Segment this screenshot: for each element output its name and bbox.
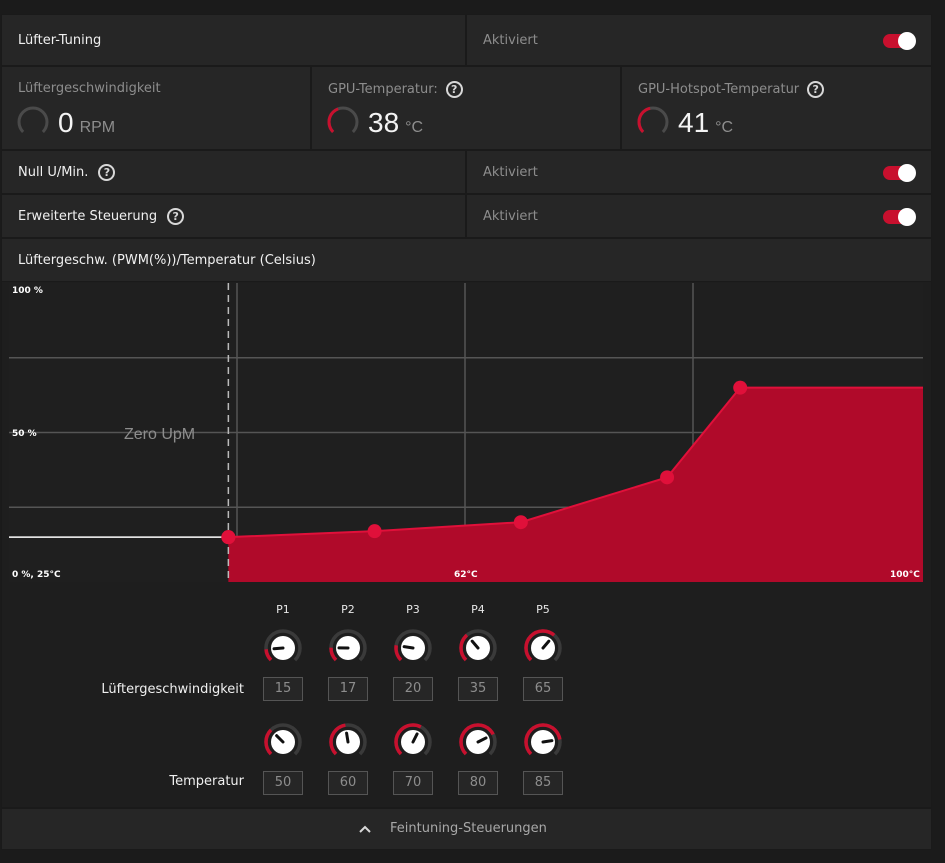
hotspot-temp-panel: GPU-Hotspot-Temperatur? 41 °C <box>621 66 932 150</box>
chart-header-bar: Lüftergeschw. (PWM(%))/Temperatur (Celsi… <box>1 238 932 282</box>
curve-point-1[interactable] <box>221 530 236 545</box>
chart-title-text: Lüftergeschw. (PWM(%))/Temperatur (Celsi… <box>18 253 316 268</box>
gpu-temp-panel: GPU-Temperatur:? 38 °C <box>311 66 621 150</box>
fan-speed-gauge-icon <box>17 106 49 138</box>
curve-point-4[interactable] <box>660 470 675 485</box>
help-icon[interactable]: ? <box>807 81 825 98</box>
toggle-knob <box>898 164 916 182</box>
temperature-knob[interactable] <box>458 722 498 762</box>
zero-rpm-toggle[interactable] <box>883 164 916 182</box>
y-tick-mid: 50 % <box>12 429 37 439</box>
help-icon[interactable]: ? <box>167 208 185 225</box>
fan-speed-knob[interactable] <box>523 628 563 668</box>
gpu-temp-gauge-icon <box>327 106 359 138</box>
point-label: P2 <box>341 603 355 616</box>
gpu-temp-value: 38 °C <box>368 107 424 138</box>
temperature-knob[interactable] <box>523 722 563 762</box>
fan-speed-knob[interactable] <box>263 628 303 668</box>
fan-curve-line <box>228 386 923 539</box>
toggle-knob <box>898 32 916 50</box>
zero-rpm-row: Null U/Min.? <box>1 150 466 194</box>
fan-tuning-label: Lüfter-Tuning <box>18 33 102 48</box>
help-icon[interactable]: ? <box>98 164 116 181</box>
zero-rpm-label: Null U/Min.? <box>18 164 116 181</box>
toggle-knob <box>898 208 916 226</box>
temperature-input[interactable]: 70 <box>393 771 433 795</box>
gpu-temp-label: GPU-Temperatur:? <box>328 81 463 98</box>
fan-tuning-toggle[interactable] <box>883 32 916 50</box>
advanced-status: Aktiviert <box>483 209 538 224</box>
fan-tuning-status: Aktiviert <box>483 33 538 48</box>
x-tick-mid: 62°C <box>454 570 478 580</box>
temperature-knob[interactable] <box>328 722 368 762</box>
fan-tuning-row: Lüfter-Tuning <box>1 14 466 66</box>
fan-speed-panel: Lüftergeschwindigkeit 0 RPM <box>1 66 311 150</box>
x-tick-origin: 0 %, 25°C <box>12 570 61 580</box>
fan-curve-area <box>228 387 923 582</box>
fan-speed-knob[interactable] <box>328 628 368 668</box>
fan-speed-input[interactable]: 35 <box>458 677 498 701</box>
fan-curve-chart[interactable] <box>9 283 923 582</box>
chevron-up-icon <box>359 825 371 833</box>
temperature-knob[interactable] <box>393 722 433 762</box>
fan-speed-label: Lüftergeschwindigkeit <box>18 81 161 96</box>
temperature-input[interactable]: 85 <box>523 771 563 795</box>
temperature-input[interactable]: 60 <box>328 771 368 795</box>
point-label: P5 <box>536 603 550 616</box>
help-icon[interactable]: ? <box>445 81 463 98</box>
fan-tuning-status-cell: Aktiviert <box>466 14 932 66</box>
temperature-input[interactable]: 50 <box>263 771 303 795</box>
advanced-status-cell: Aktiviert <box>466 194 932 238</box>
x-tick-max: 100°C <box>890 570 920 580</box>
zero-rpm-status: Aktiviert <box>483 165 538 180</box>
advanced-toggle[interactable] <box>883 208 916 226</box>
zero-rpm-status-cell: Aktiviert <box>466 150 932 194</box>
fan-speed-input[interactable]: 20 <box>393 677 433 701</box>
hotspot-temp-gauge-icon <box>637 106 669 138</box>
fan-speed-input[interactable]: 17 <box>328 677 368 701</box>
point-label: P1 <box>276 603 290 616</box>
advanced-label: Erweiterte Steuerung? <box>18 208 185 225</box>
point-label: P4 <box>471 603 485 616</box>
curve-point-5[interactable] <box>733 380 748 395</box>
curve-point-2[interactable] <box>367 524 382 539</box>
fan-speed-knob[interactable] <box>393 628 433 668</box>
fan-speed-knob[interactable] <box>458 628 498 668</box>
fan-speed-row-label: Lüftergeschwindigkeit <box>101 682 244 697</box>
footer-label: Feintuning-Steuerungen <box>390 821 547 836</box>
advanced-row: Erweiterte Steuerung? <box>1 194 466 238</box>
temperature-knob[interactable] <box>263 722 303 762</box>
footer-bar[interactable]: Feintuning-Steuerungen <box>1 808 932 850</box>
fan-speed-value: 0 RPM <box>58 107 116 138</box>
y-tick-top: 100 % <box>12 286 43 296</box>
temperature-row-label: Temperatur <box>169 774 244 789</box>
fan-speed-input[interactable]: 15 <box>263 677 303 701</box>
hotspot-temp-value: 41 °C <box>678 107 734 138</box>
temperature-input[interactable]: 80 <box>458 771 498 795</box>
zero-rpm-region-label: Zero UpM <box>124 426 196 443</box>
point-label: P3 <box>406 603 420 616</box>
curve-point-3[interactable] <box>513 515 528 530</box>
hotspot-temp-label: GPU-Hotspot-Temperatur? <box>638 81 825 98</box>
fan-speed-input[interactable]: 65 <box>523 677 563 701</box>
